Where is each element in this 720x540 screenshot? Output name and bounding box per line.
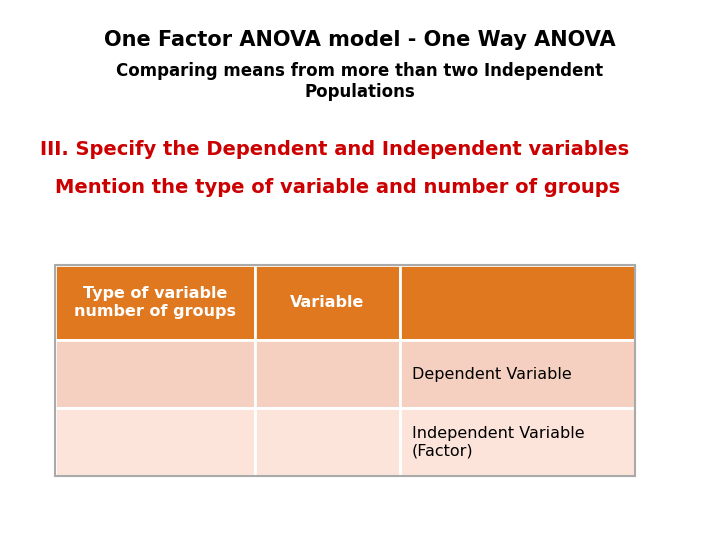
Text: Comparing means from more than two Independent
Populations: Comparing means from more than two Indep… [117, 62, 603, 101]
Text: Type of variable
number of groups: Type of variable number of groups [74, 286, 236, 319]
Bar [400, 265, 635, 340]
Bar [55, 340, 255, 408]
Text: Variable: Variable [290, 295, 365, 310]
Bar [55, 408, 255, 476]
Bar [55, 265, 635, 476]
Bar [400, 408, 635, 476]
Text: One Factor ANOVA model - One Way ANOVA: One Factor ANOVA model - One Way ANOVA [104, 30, 616, 50]
Bar [255, 340, 400, 408]
Text: III. Specify the Dependent and Independent variables: III. Specify the Dependent and Independe… [40, 140, 629, 159]
Bar [255, 265, 400, 340]
Bar [55, 265, 255, 340]
Text: Dependent Variable: Dependent Variable [412, 367, 572, 381]
Bar [55, 265, 635, 476]
Text: Independent Variable
(Factor): Independent Variable (Factor) [412, 426, 585, 458]
Bar [400, 340, 635, 408]
Bar [255, 408, 400, 476]
Text: Mention the type of variable and number of groups: Mention the type of variable and number … [55, 178, 620, 197]
